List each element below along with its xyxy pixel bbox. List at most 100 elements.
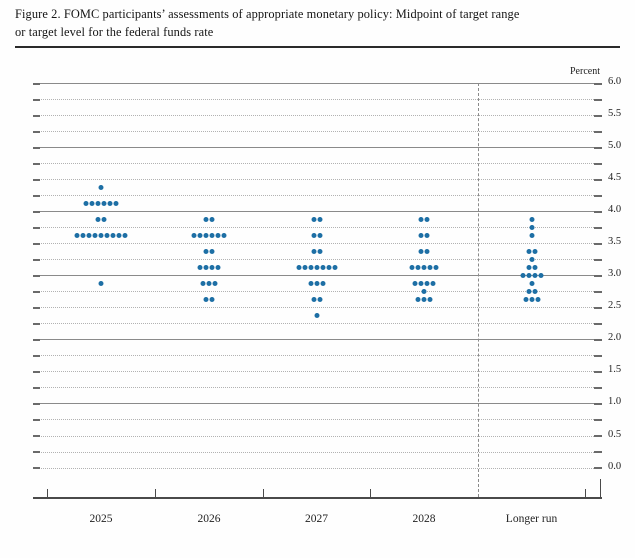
gridline bbox=[33, 451, 602, 453]
y-tick-right bbox=[594, 242, 602, 245]
projection-dot bbox=[418, 248, 424, 254]
dot-row-longer-run bbox=[529, 256, 534, 262]
y-axis-label: 0.5 bbox=[608, 428, 622, 440]
y-tick-right bbox=[594, 178, 602, 181]
dot-row-longer-run bbox=[523, 296, 540, 302]
y-tick-left bbox=[33, 451, 40, 453]
projection-dot bbox=[89, 200, 95, 206]
x-axis-line bbox=[33, 497, 602, 499]
gridline bbox=[33, 227, 602, 229]
projection-dot bbox=[206, 280, 212, 286]
y-tick-left bbox=[33, 162, 40, 165]
y-tick-left bbox=[33, 194, 40, 197]
projection-dot bbox=[430, 280, 436, 286]
y-tick-right bbox=[594, 114, 602, 117]
projection-dot bbox=[529, 280, 534, 286]
dot-row-2028 bbox=[412, 280, 436, 286]
gridline bbox=[33, 195, 602, 197]
projection-dot bbox=[110, 232, 116, 238]
gridline bbox=[33, 339, 602, 341]
y-axis-label: 1.0 bbox=[608, 396, 622, 408]
dot-row-2026 bbox=[203, 296, 215, 302]
dot-row-2025 bbox=[95, 216, 107, 222]
dot-row-longer-run bbox=[520, 272, 543, 278]
projection-dot bbox=[98, 280, 104, 286]
projection-dot bbox=[209, 248, 215, 254]
dot-row-2025 bbox=[74, 232, 128, 238]
y-tick-left bbox=[33, 354, 40, 357]
y-tick-right bbox=[594, 146, 602, 149]
projection-dot bbox=[526, 248, 531, 254]
dot-row-longer-run bbox=[529, 232, 534, 238]
dot-row-2025 bbox=[98, 184, 104, 190]
projection-dot bbox=[107, 200, 113, 206]
projection-dot bbox=[532, 288, 537, 294]
projection-dot bbox=[197, 264, 203, 270]
gridline bbox=[33, 371, 602, 373]
y-tick-right bbox=[594, 418, 602, 421]
projection-dot bbox=[424, 216, 430, 222]
projection-dot bbox=[418, 232, 424, 238]
figure-title-line2: or target level for the federal funds ra… bbox=[15, 24, 214, 39]
dot-row-2027 bbox=[311, 232, 322, 238]
gridline bbox=[33, 99, 602, 100]
y-tick-right bbox=[594, 130, 602, 133]
y-tick-left bbox=[33, 418, 40, 421]
projection-dot bbox=[209, 296, 215, 302]
y-tick-left bbox=[33, 467, 40, 469]
projection-dot bbox=[308, 264, 313, 270]
projection-dot bbox=[203, 264, 209, 270]
gridline bbox=[33, 307, 602, 309]
y-tick-right bbox=[594, 162, 602, 165]
projection-dot bbox=[302, 264, 307, 270]
projection-dot bbox=[203, 216, 209, 222]
projection-dot bbox=[116, 232, 122, 238]
y-tick-left bbox=[33, 306, 40, 309]
projection-dot bbox=[412, 280, 418, 286]
projection-dot bbox=[311, 296, 316, 302]
y-axis-label: 2.0 bbox=[608, 332, 622, 344]
dot-row-2026 bbox=[200, 280, 218, 286]
projection-dot bbox=[203, 248, 209, 254]
gridline bbox=[33, 291, 602, 293]
projection-dot bbox=[317, 216, 322, 222]
y-tick-right bbox=[594, 435, 602, 437]
gridline bbox=[33, 211, 602, 213]
projection-dot bbox=[529, 256, 534, 262]
y-tick-right bbox=[594, 258, 602, 261]
gridline bbox=[33, 83, 602, 84]
gridline bbox=[33, 323, 602, 325]
x-axis-corner-tick bbox=[600, 479, 601, 497]
gridline bbox=[33, 259, 602, 261]
x-axis-label: 2025 bbox=[89, 513, 113, 525]
y-tick-left bbox=[33, 146, 40, 149]
figure-title: Figure 2. FOMC participants’ assessments… bbox=[15, 6, 625, 42]
plot-area bbox=[33, 82, 602, 499]
projection-dot bbox=[421, 264, 427, 270]
projection-dot bbox=[538, 272, 543, 278]
projection-dot bbox=[415, 296, 421, 302]
dot-row-2028 bbox=[421, 288, 427, 294]
projection-dot bbox=[311, 232, 316, 238]
y-tick-left bbox=[33, 114, 40, 117]
y-tick-right bbox=[594, 306, 602, 309]
y-axis-label: 5.5 bbox=[608, 108, 622, 119]
projection-dot bbox=[197, 232, 203, 238]
projection-dot bbox=[191, 232, 197, 238]
y-tick-left bbox=[33, 130, 40, 133]
projection-dot bbox=[418, 280, 424, 286]
projection-dot bbox=[529, 232, 534, 238]
projection-dot bbox=[320, 264, 325, 270]
dot-row-2025 bbox=[98, 280, 104, 286]
gridline bbox=[33, 435, 602, 437]
dot-row-2028 bbox=[415, 296, 433, 302]
projection-dot bbox=[215, 264, 221, 270]
projection-dot bbox=[427, 296, 433, 302]
y-tick-left bbox=[33, 274, 40, 277]
longer-run-separator bbox=[478, 83, 479, 497]
projection-dot bbox=[314, 264, 319, 270]
y-tick-left bbox=[33, 258, 40, 261]
dot-row-2027 bbox=[311, 216, 322, 222]
projection-dot bbox=[311, 248, 316, 254]
projection-dot bbox=[532, 272, 537, 278]
